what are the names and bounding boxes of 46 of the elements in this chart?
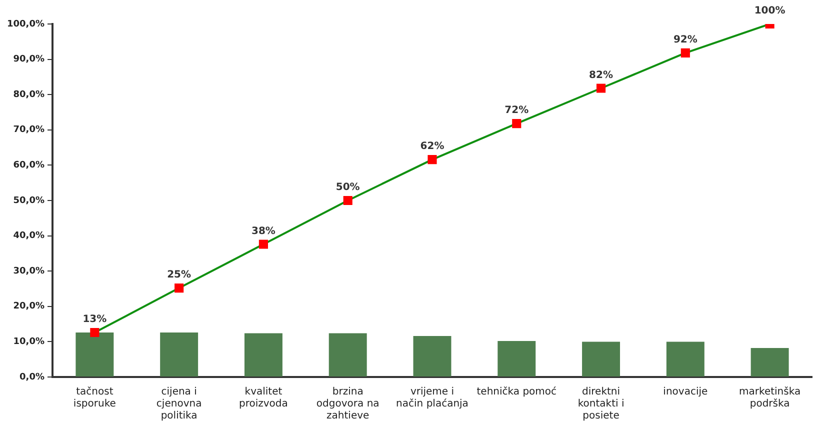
x-tick-label: brzina odgovora na zahtieve	[316, 386, 380, 422]
data-label: 38%	[251, 226, 276, 237]
bar	[328, 333, 367, 376]
data-label: 62%	[420, 141, 444, 152]
point	[90, 328, 100, 338]
data-label: 92%	[673, 34, 698, 46]
data-label: 82%	[589, 70, 613, 81]
y-tick-label: 70,0%	[13, 125, 44, 136]
x-tick-label: direktni kontakti i posiete	[578, 386, 624, 422]
y-tick-label: 10,0%	[13, 337, 44, 348]
y-tick-label: 40,0%	[13, 231, 44, 242]
y-tick-label: 20,0%	[13, 302, 44, 312]
data-label: 100%	[754, 6, 786, 17]
bar	[160, 332, 198, 376]
point	[680, 48, 690, 58]
y-tick-label: 50,0%	[13, 196, 44, 206]
point	[512, 119, 522, 128]
y-tick-label: 0,0%	[20, 372, 44, 382]
bar	[582, 342, 620, 376]
y-tick-label: 30,0%	[13, 266, 44, 276]
data-label: 25%	[167, 270, 192, 281]
y-tick-label: 90,0%	[13, 54, 44, 65]
point	[258, 240, 268, 249]
data-label: 50%	[336, 182, 360, 194]
bar	[498, 340, 536, 376]
y-tick-label: 80,0%	[13, 90, 44, 100]
point	[596, 84, 606, 93]
bar	[76, 332, 114, 376]
y-tick-label: 60,0%	[13, 160, 44, 171]
bar	[244, 333, 282, 376]
x-tick-label: kvalitet proizvoda	[239, 386, 288, 410]
x-tick-label: tehnička pomoć	[476, 386, 557, 398]
bar	[413, 336, 452, 376]
point	[428, 155, 437, 164]
y-tick-label: 100,0%	[6, 19, 44, 30]
bar	[666, 342, 704, 376]
x-tick-label: tačnost isporuke	[73, 386, 116, 410]
point	[174, 284, 184, 293]
x-tick-label: inovacije	[663, 386, 708, 398]
x-tick-label: cijena i cjenovna politika	[156, 386, 202, 422]
bar	[750, 348, 789, 376]
point	[343, 196, 352, 206]
x-tick-label: vrijeme i način plaćanja	[396, 386, 468, 410]
data-label: 72%	[504, 105, 529, 116]
data-label: 13%	[82, 314, 107, 326]
x-tick-label: marketinška podrška	[739, 386, 801, 410]
